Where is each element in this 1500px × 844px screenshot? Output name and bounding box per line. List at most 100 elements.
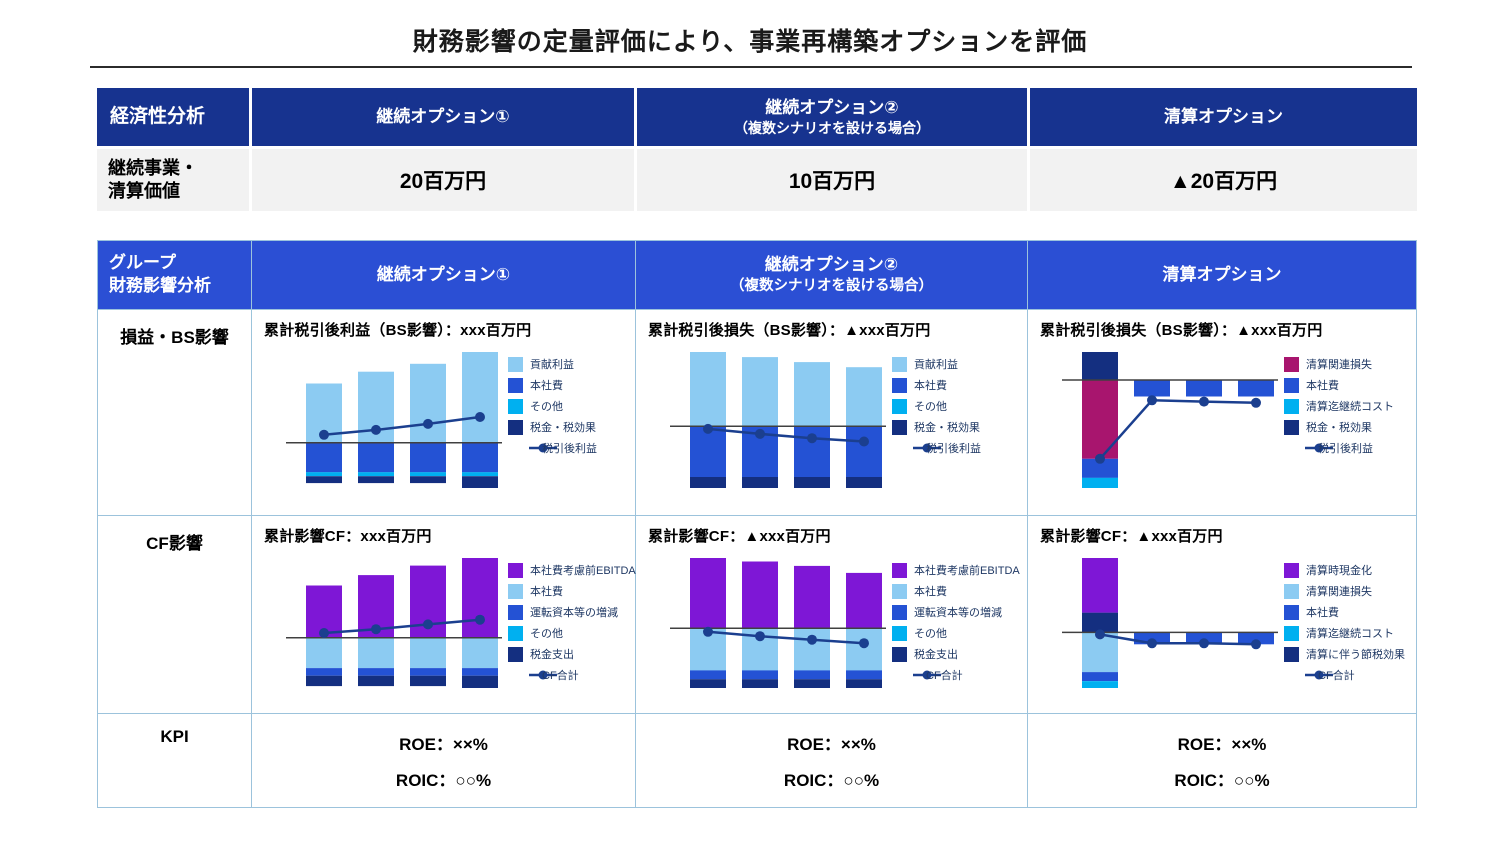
bs-cell-liquidation: 累計税引後損失（BS影響）：▲xxx百万円 清算関連損失 本社費清算迄継続コスト税… — [1028, 310, 1416, 515]
legend-label: その他 — [914, 401, 947, 413]
kpi-cell-liquidation: ROE：××% ROIC：○○% — [1028, 714, 1416, 807]
bs-cell-option1: 累計税引後利益（BS影響）：xxx百万円 貢献利益 本社費 その他 税金・税効果 税引後… — [252, 310, 635, 515]
legend-swatch — [508, 377, 523, 393]
legend-label: 本社費 — [1306, 380, 1339, 392]
legend-label: 清算迄継続コスト — [1306, 628, 1394, 640]
legend-item: 税金支出 — [508, 646, 636, 662]
cf-cell-liquidation: 累計影響CF：▲xxx百万円 清算時現金化 清算関連損失 本社費 清算迄継続コスト 清算… — [1028, 516, 1416, 713]
legend-item: その他 — [508, 625, 636, 641]
legend-label: 貢献利益 — [914, 359, 958, 371]
legend-label: CF合計 — [926, 670, 963, 682]
legend-line-marker — [508, 668, 557, 682]
legend-label: 税金支出 — [530, 649, 574, 661]
legend-label: 本社費 — [530, 586, 563, 598]
cf-cell-option2-title: 累計影響CF：▲xxx百万円 — [648, 528, 831, 545]
legend-item: 清算時現金化 — [1284, 562, 1410, 578]
bs-chart-liquidation — [1062, 352, 1278, 488]
legend-label: 本社費考慮前EBITDA — [914, 565, 1020, 577]
bs-chart-option1 — [286, 352, 502, 488]
legend-label: 運転資本等の増減 — [530, 607, 618, 619]
legend-item: 本社費 — [508, 583, 636, 599]
cf-cell-option2: 累計影響CF：▲xxx百万円 本社費考慮前EBITDA 本社費 運転資本等の増減 その… — [636, 516, 1027, 713]
legend-label: 清算関連損失 — [1306, 359, 1372, 371]
legend-line-marker — [1284, 668, 1333, 682]
cf-cell-option1-title: 累計影響CF：xxx百万円 — [264, 528, 432, 545]
cf-cell-liquidation-title: 累計影響CF：▲xxx百万円 — [1040, 528, 1223, 545]
t1-header-option2-sublabel: （複数シナリオを設ける場合） — [734, 119, 930, 136]
legend-item: 清算に伴う節税効果 — [1284, 646, 1410, 662]
legend-swatch — [1284, 419, 1299, 435]
legend-item: 清算迄継続コスト — [1284, 398, 1410, 414]
legend-item: 本社費考慮前EBITDA — [508, 562, 636, 578]
legend-label: 税金・税効果 — [914, 422, 980, 434]
cf-chart-liquidation-legend: 清算時現金化 清算関連損失 本社費 清算迄継続コスト 清算に伴う節税効果 CF合計 — [1280, 562, 1410, 696]
bs-cell-option1-title: 累計税引後利益（BS影響）：xxx百万円 — [264, 322, 532, 339]
legend-item: 税引後利益 — [508, 440, 629, 456]
t1-header-option1-label: 継続オプション① — [376, 106, 510, 126]
t1-header-liquidation: 清算オプション — [1030, 88, 1417, 146]
legend-item: 清算迄継続コスト — [1284, 625, 1410, 641]
legend-label: その他 — [914, 628, 947, 640]
legend-label: 清算に伴う節税効果 — [1306, 649, 1405, 661]
legend-item: 運転資本等の増減 — [892, 604, 1021, 620]
t1-header-liquidation-label: 清算オプション — [1164, 106, 1283, 126]
legend-line-marker — [892, 441, 941, 455]
t2-header-option2: 継続オプション② （複数シナリオを設ける場合） — [636, 241, 1027, 309]
kpi-roe: ROE：××% — [399, 735, 488, 754]
bs-cell-option2: 累計税引後損失（BS影響）：▲xxx百万円 貢献利益本社費その他税金・税効果税引… — [636, 310, 1027, 515]
cf-chart-option2 — [670, 558, 886, 688]
kpi-roe: ROE：××% — [787, 735, 876, 754]
legend-label: 税金支出 — [914, 649, 958, 661]
legend-swatch — [1284, 625, 1299, 641]
kpi-roe: ROE：××% — [1177, 735, 1267, 754]
legend-label: 清算時現金化 — [1306, 565, 1372, 577]
legend-swatch — [892, 377, 907, 393]
t2-header-option1: 継続オプション① — [252, 241, 635, 309]
legend-item: 税引後利益 — [1284, 440, 1410, 456]
legend-item: 清算関連損失 — [1284, 356, 1410, 372]
legend-item: その他 — [892, 625, 1021, 641]
legend-swatch — [508, 604, 523, 620]
t1-header-option2: 継続オプション② （複数シナリオを設ける場合） — [637, 88, 1027, 146]
legend-item: 税金・税効果 — [1284, 419, 1410, 435]
t1-header-option2-label: 継続オプション② — [765, 97, 899, 117]
cf-chart-option1 — [286, 558, 502, 688]
legend-label: 本社費考慮前EBITDA — [530, 565, 636, 577]
legend-swatch — [1284, 562, 1299, 578]
kpi-cell-option2: ROE：××% ROIC：○○% — [636, 714, 1027, 807]
legend-label: CF合計 — [1318, 670, 1355, 682]
legend-swatch — [892, 583, 907, 599]
legend-label: 税引後利益 — [926, 443, 981, 455]
legend-label: その他 — [530, 401, 563, 413]
legend-item: CF合計 — [892, 667, 1021, 683]
legend-label: 清算迄継続コスト — [1306, 401, 1394, 413]
legend-swatch — [508, 646, 523, 662]
legend-swatch — [508, 419, 523, 435]
bs-cell-liquidation-title: 累計税引後損失（BS影響）：▲xxx百万円 — [1040, 322, 1323, 339]
legend-swatch — [1284, 646, 1299, 662]
legend-label: 税金・税効果 — [530, 422, 596, 434]
bs-cell-option2-title: 累計税引後損失（BS影響）：▲xxx百万円 — [648, 322, 931, 339]
kpi-roic: ROIC：○○% — [783, 771, 880, 790]
bs-chart-liquidation-legend: 清算関連損失 本社費清算迄継続コスト税金・税効果 税引後利益 — [1280, 356, 1410, 496]
t1-header-option1: 継続オプション① — [252, 88, 634, 146]
cf-chart-liquidation — [1062, 558, 1278, 688]
legend-item: 本社費 — [1284, 377, 1410, 393]
group-financial-impact-table: グループ 財務影響分析 継続オプション① 継続オプション② （複数シナリオを設け… — [97, 240, 1417, 808]
bs-chart-option1-legend: 貢献利益 本社費 その他 税金・税効果 税引後利益 — [504, 356, 629, 496]
legend-label: 本社費 — [914, 380, 947, 392]
legend-swatch — [892, 398, 907, 414]
legend-item: CF合計 — [508, 667, 636, 683]
legend-swatch — [508, 562, 523, 578]
legend-swatch — [508, 583, 523, 599]
cf-row-label: CF影響 — [98, 516, 251, 713]
legend-label: 清算関連損失 — [1306, 586, 1372, 598]
legend-line-marker — [892, 668, 941, 682]
legend-item: その他 — [892, 398, 1021, 414]
legend-swatch — [1284, 377, 1299, 393]
legend-line-marker — [508, 441, 557, 455]
legend-swatch — [892, 604, 907, 620]
legend-label: 運転資本等の増減 — [914, 607, 1002, 619]
legend-swatch — [892, 356, 907, 372]
kpi-roic: ROIC：○○% — [395, 771, 492, 790]
